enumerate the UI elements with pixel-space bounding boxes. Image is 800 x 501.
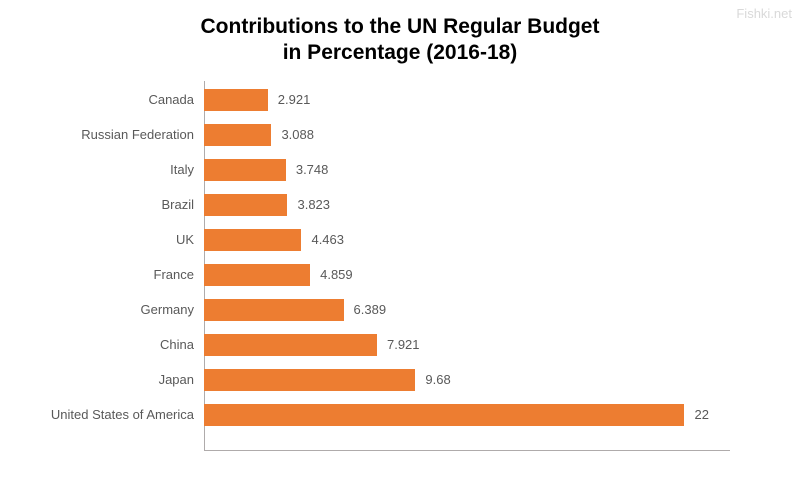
bar-value: 22 — [684, 404, 708, 426]
bar-label: Italy — [170, 159, 204, 181]
bar-label: United States of America — [51, 404, 204, 426]
bar-row: France4.859 — [204, 264, 310, 286]
plot-area: Canada2.921 Russian Federation3.088 Italy3… — [204, 81, 730, 451]
chart-title: Contributions to the UN Regular Budget i… — [20, 14, 780, 67]
bar — [204, 194, 287, 216]
bar-row: Germany6.389 — [204, 299, 344, 321]
bar — [204, 299, 344, 321]
bar-value: 7.921 — [377, 334, 420, 356]
bar — [204, 369, 415, 391]
bar-value: 4.859 — [310, 264, 353, 286]
bar-label: Brazil — [161, 194, 204, 216]
bar-row: China7.921 — [204, 334, 377, 356]
bar-label: UK — [176, 229, 204, 251]
bar-row: Canada2.921 — [204, 89, 268, 111]
chart-title-line-1: Contributions to the UN Regular Budget — [20, 14, 780, 40]
bar-value: 3.748 — [286, 159, 329, 181]
chart-container: Contributions to the UN Regular Budget i… — [0, 0, 800, 501]
bar-value: 2.921 — [268, 89, 311, 111]
bar — [204, 124, 271, 146]
watermark: Fishki.net — [736, 6, 792, 21]
bar — [204, 159, 286, 181]
bar-row: Brazil3.823 — [204, 194, 287, 216]
x-axis-line — [204, 450, 730, 451]
bar-label: France — [154, 264, 204, 286]
bar — [204, 229, 301, 251]
bar — [204, 264, 310, 286]
bar — [204, 334, 377, 356]
bar-label: Russian Federation — [81, 124, 204, 146]
bar-value: 6.389 — [344, 299, 387, 321]
bar-row: United States of America22 — [204, 404, 684, 426]
bar-row: Russian Federation3.088 — [204, 124, 271, 146]
bar-label: China — [160, 334, 204, 356]
bar-value: 3.823 — [287, 194, 330, 216]
bar — [204, 89, 268, 111]
bar — [204, 404, 684, 426]
bar-row: UK4.463 — [204, 229, 301, 251]
bar-row: Italy3.748 — [204, 159, 286, 181]
bar-label: Germany — [141, 299, 204, 321]
bar-label: Canada — [148, 89, 204, 111]
bar-value: 3.088 — [271, 124, 314, 146]
chart-title-line-2: in Percentage (2016-18) — [20, 40, 780, 66]
bar-row: Japan9.68 — [204, 369, 415, 391]
bar-label: Japan — [159, 369, 204, 391]
bar-value: 9.68 — [415, 369, 450, 391]
bar-value: 4.463 — [301, 229, 344, 251]
